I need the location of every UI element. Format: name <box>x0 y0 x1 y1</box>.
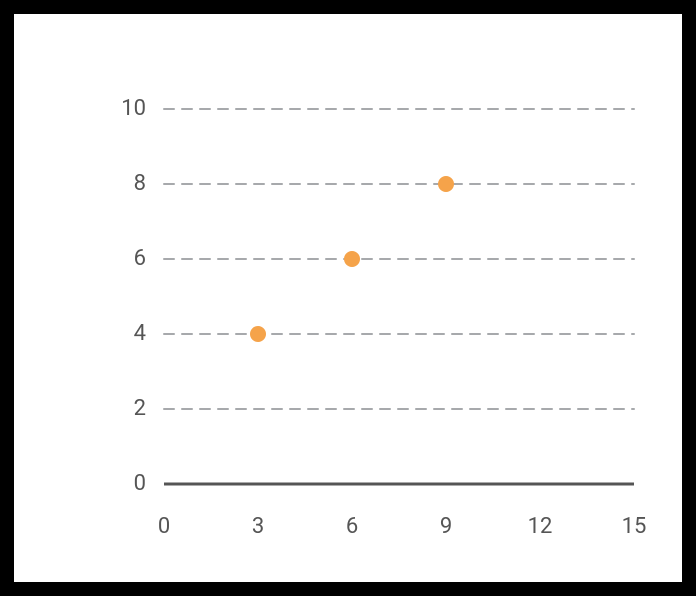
data-point <box>438 176 454 192</box>
y-gridlines <box>164 109 634 409</box>
x-tick-labels: 0 3 6 9 12 15 <box>158 514 647 539</box>
x-tick-label: 0 <box>158 514 170 539</box>
scatter-chart: 0 2 4 6 8 10 0 3 6 9 12 15 <box>14 14 682 582</box>
x-tick-label: 3 <box>252 514 264 539</box>
y-tick-label: 2 <box>134 396 146 421</box>
y-tick-labels: 0 2 4 6 8 10 <box>121 96 146 496</box>
y-tick-label: 10 <box>121 96 146 121</box>
x-tick-label: 9 <box>440 514 452 539</box>
chart-frame: 0 2 4 6 8 10 0 3 6 9 12 15 <box>0 0 696 596</box>
y-tick-label: 8 <box>134 171 146 196</box>
data-point <box>344 251 360 267</box>
x-tick-label: 12 <box>528 514 553 539</box>
x-tick-label: 6 <box>346 514 358 539</box>
data-point <box>250 326 266 342</box>
y-tick-label: 0 <box>134 471 146 496</box>
x-tick-label: 15 <box>622 514 647 539</box>
y-tick-label: 4 <box>134 321 146 346</box>
y-tick-label: 6 <box>134 246 146 271</box>
